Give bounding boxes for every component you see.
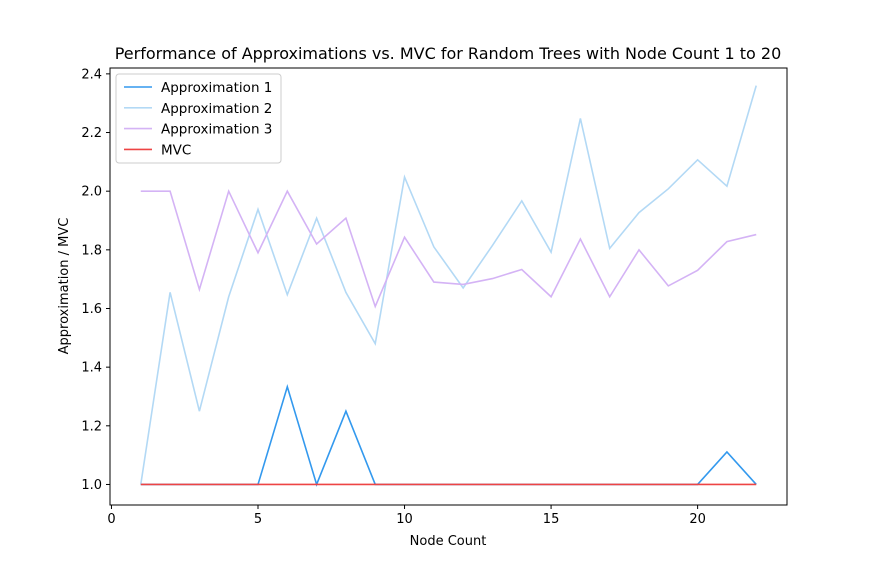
y-axis: 1.0 1.2 1.4 1.6 1.8 2.0 2.2 2.4 — [81, 67, 110, 493]
y-tick-label: 2.2 — [81, 126, 102, 141]
series-line-approximation-1 — [140, 384, 757, 487]
x-axis-label: Node Count — [410, 534, 487, 549]
y-tick-label: 1.8 — [81, 243, 102, 258]
legend-label: MVC — [161, 142, 191, 158]
legend: Approximation 1 Approximation 2 Approximat… — [115, 73, 282, 164]
legend-label: Approximation 2 — [161, 101, 272, 117]
y-tick-label: 2.0 — [81, 185, 102, 200]
x-tick-label: 0 — [107, 512, 115, 527]
y-tick-label: 1.4 — [81, 361, 102, 376]
series-line-approximation-2 — [139, 85, 757, 485]
plot-frame — [109, 67, 788, 506]
legend-box — [115, 73, 282, 164]
y-tick-label: 2.4 — [81, 67, 102, 82]
chart-title: Performance of Approximations vs. MVC fo… — [115, 44, 782, 63]
x-tick-label: 20 — [689, 512, 706, 527]
legend-label: Approximation 1 — [161, 80, 272, 96]
y-tick-label: 1.6 — [81, 302, 102, 317]
x-axis: 0 5 10 15 20 — [107, 505, 706, 527]
x-tick-label: 15 — [543, 512, 560, 527]
series-line-approximation-3 — [140, 188, 757, 309]
x-tick-label: 10 — [396, 512, 413, 527]
series-lines — [139, 85, 757, 487]
x-tick-label: 5 — [254, 512, 262, 527]
legend-label: Approximation 3 — [161, 122, 272, 138]
y-tick-label: 1.0 — [81, 478, 102, 493]
plot-area — [109, 67, 788, 506]
y-axis-label: Approximation / MVC — [57, 218, 72, 355]
y-tick-label: 1.2 — [81, 419, 102, 434]
